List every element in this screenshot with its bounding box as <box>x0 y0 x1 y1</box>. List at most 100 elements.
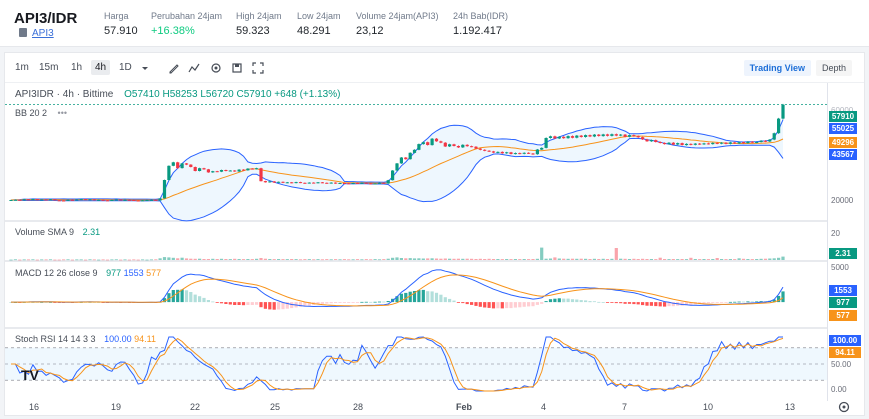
pair-link[interactable]: API3 <box>19 28 54 39</box>
timeframe-4h[interactable]: 4h <box>91 60 111 75</box>
candle-body <box>105 200 110 202</box>
volume-bar <box>198 258 202 260</box>
candle-body <box>44 199 48 201</box>
candle-body <box>562 136 566 139</box>
volume-bar <box>338 259 342 261</box>
candle-body <box>316 182 320 184</box>
candle-body <box>290 182 294 184</box>
macd-histogram-bar <box>193 294 197 303</box>
volume-bar <box>421 258 425 260</box>
depth-button[interactable]: Depth <box>815 60 852 76</box>
candle-body <box>329 182 333 184</box>
volume-bar <box>334 259 338 260</box>
candle-body <box>592 134 596 137</box>
candle-body <box>434 138 439 142</box>
candle-body <box>88 199 92 201</box>
macd-histogram-bar <box>781 291 785 303</box>
candle-body <box>746 141 750 144</box>
candle-body <box>698 143 702 145</box>
screenshot-icon[interactable] <box>231 62 243 74</box>
chart-settings-icon[interactable] <box>837 400 851 414</box>
document-icon <box>19 28 27 37</box>
chevron-down-icon[interactable] <box>139 62 151 74</box>
volume-bar <box>31 259 35 261</box>
candle-body <box>759 140 763 142</box>
candle-body <box>40 199 44 201</box>
candle-body <box>211 171 215 173</box>
volume-bar <box>219 258 224 260</box>
volume-bar <box>491 259 496 260</box>
indicator-icon[interactable] <box>188 62 200 74</box>
stoch-axis-label: 0.00 <box>831 385 847 394</box>
volume-bar <box>522 259 526 260</box>
volume-bar <box>167 257 171 260</box>
trading-view-button[interactable]: Trading View <box>743 60 811 76</box>
macd-histogram-bar <box>527 302 531 307</box>
candle-body <box>663 142 667 145</box>
candle-body <box>777 118 781 134</box>
candle-body <box>566 136 570 139</box>
timeframe-1d[interactable]: 1D <box>119 62 132 73</box>
volume-bar <box>44 259 48 261</box>
candle-body <box>579 135 583 137</box>
timeframe-1h[interactable]: 1h <box>71 62 83 73</box>
fullscreen-icon[interactable] <box>252 62 264 74</box>
settings-icon[interactable] <box>210 62 222 74</box>
candle-body <box>75 199 79 201</box>
stat-value: 1.192.417 <box>453 25 502 37</box>
candle-body <box>35 199 39 201</box>
macd-histogram-bar <box>619 302 623 304</box>
candle-body <box>84 199 88 201</box>
macd-histogram-bar <box>377 301 382 303</box>
macd-histogram-bar <box>434 292 439 303</box>
volume-bar <box>632 258 636 260</box>
volume-bar <box>610 258 614 260</box>
candle-body <box>728 142 732 144</box>
volume-bar <box>588 259 592 260</box>
volume-bar <box>224 259 228 260</box>
time-label: 10 <box>703 402 714 412</box>
volume-bar <box>720 259 724 260</box>
volume-bar <box>715 258 719 260</box>
timeframe-15m[interactable]: 15m <box>39 62 59 73</box>
candle-body <box>439 141 443 143</box>
volume-bar <box>408 258 412 260</box>
timeframe-1m[interactable]: 1m <box>15 62 29 73</box>
macd-histogram-bar <box>290 302 294 309</box>
candle-body <box>684 143 689 146</box>
volume-bar <box>448 258 452 260</box>
candle-body <box>645 139 649 142</box>
macd-histogram-bar <box>702 302 706 304</box>
macd-histogram-bar <box>741 301 746 303</box>
macd-histogram-bar <box>474 302 478 306</box>
volume-bar <box>110 259 114 261</box>
candle-body <box>224 170 228 171</box>
volume-bar <box>575 258 579 260</box>
stoch-k-value: 100.00 <box>104 334 132 344</box>
candle-body <box>474 146 478 149</box>
volume-bar <box>461 258 465 260</box>
volume-bar <box>329 259 333 261</box>
volume-bar <box>355 259 360 260</box>
macd-histogram-bar <box>623 302 627 304</box>
macd-histogram-bar <box>478 302 482 307</box>
volume-bar <box>316 259 320 260</box>
stoch-label: Stoch RSI 14 14 3 3 <box>15 334 96 344</box>
volume-bar <box>127 259 131 261</box>
macd-histogram-bar <box>584 300 588 303</box>
macd-histogram-bar <box>711 302 715 303</box>
candle-body <box>57 200 61 202</box>
draw-icon[interactable] <box>168 62 180 74</box>
tradingview-logo: TV <box>21 367 40 383</box>
macd-histogram-bar <box>386 301 390 303</box>
time-label: 22 <box>190 402 201 412</box>
candle-body <box>355 183 360 184</box>
time-label: 7 <box>622 402 628 412</box>
volume-bar <box>268 259 272 260</box>
candle-body <box>430 138 434 146</box>
chart-canvas[interactable]: TV <box>5 53 827 399</box>
stat-label: Volume 24jam(API3) <box>356 11 439 21</box>
volume-bar <box>434 258 439 260</box>
candle-body <box>263 181 267 183</box>
volume-bar <box>663 259 667 260</box>
